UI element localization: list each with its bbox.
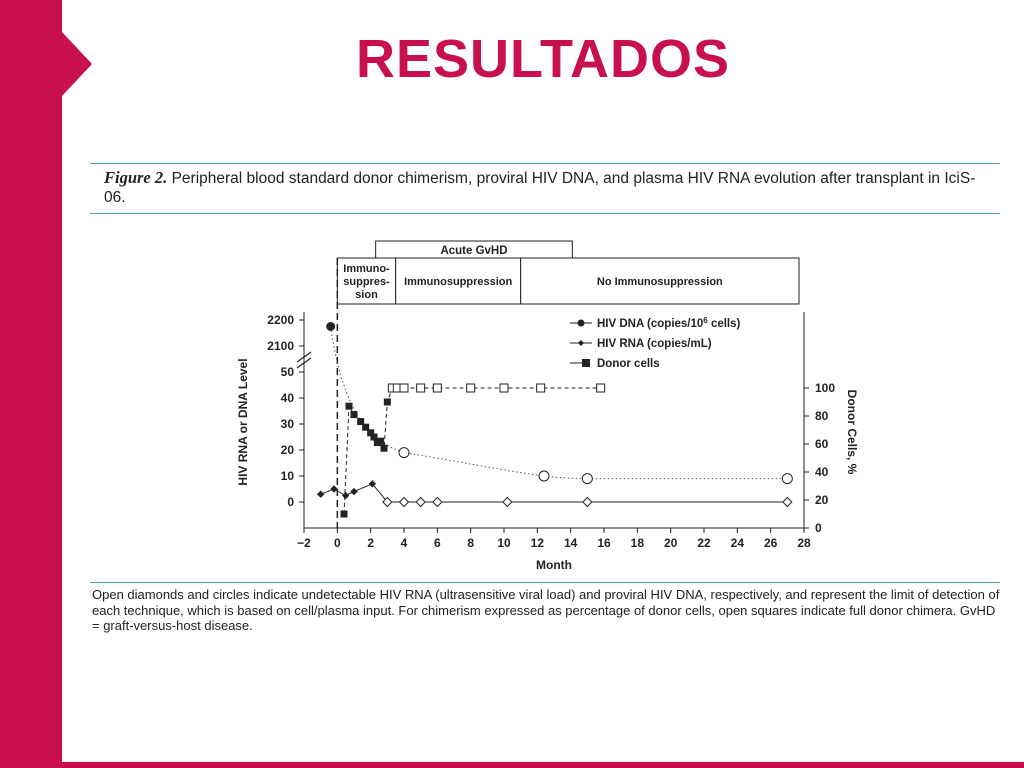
x-tick-label: 16 bbox=[597, 536, 611, 550]
acute-gvhd-label: Acute GvHD bbox=[440, 245, 507, 257]
hiv-rna-point bbox=[502, 496, 513, 508]
x-tick-label: 20 bbox=[664, 536, 678, 550]
slide-title: RESULTADOS bbox=[356, 29, 730, 89]
hiv-rna-point bbox=[341, 491, 350, 500]
hiv-rna-point bbox=[350, 487, 358, 496]
x-tick-label: 22 bbox=[697, 536, 711, 550]
hiv-rna-point bbox=[382, 496, 393, 508]
donor-cells-point bbox=[362, 423, 370, 431]
x-tick-label: 6 bbox=[434, 536, 441, 550]
hiv-rna-point bbox=[398, 496, 410, 508]
hiv-rna-point bbox=[782, 496, 793, 508]
hiv-rna-point bbox=[316, 490, 325, 498]
y2-tick-label: 40 bbox=[815, 465, 829, 479]
hiv-rna-series-line bbox=[320, 483, 788, 503]
y-tick-label: 10 bbox=[281, 469, 295, 483]
x-tick-label: −2 bbox=[297, 536, 311, 550]
x-tick-label: 4 bbox=[401, 536, 408, 550]
y-tick-label: 2100 bbox=[267, 339, 294, 353]
phase-label-3-line-1: No Immunosuppression bbox=[597, 276, 723, 288]
y-tick-label: 30 bbox=[281, 417, 295, 431]
donor-cells-point bbox=[380, 444, 388, 452]
figure-caption-text: Peripheral blood standard donor chimeris… bbox=[104, 170, 976, 206]
figure-caption: Figure 2. Peripheral blood standard dono… bbox=[104, 168, 984, 207]
hiv-dna-point bbox=[398, 447, 410, 459]
sidebar-arrow-tab bbox=[62, 32, 92, 96]
donor-cells-point bbox=[416, 383, 426, 393]
x-tick-label: 12 bbox=[531, 536, 545, 550]
y-tick-label: 0 bbox=[287, 495, 294, 509]
y2-tick-label: 20 bbox=[815, 493, 829, 507]
x-tick-label: 0 bbox=[334, 536, 341, 550]
figure-label: Figure 2. bbox=[104, 168, 168, 187]
donor-cells-point bbox=[536, 383, 546, 393]
x-tick-label: 10 bbox=[497, 536, 511, 550]
legend-diamond-marker bbox=[578, 340, 584, 346]
hiv-dna-point bbox=[538, 470, 550, 482]
bottom-accent-bar bbox=[0, 762, 1024, 768]
donor-cells-point bbox=[466, 383, 476, 393]
donor-cells-point bbox=[357, 418, 365, 426]
hiv-dna-point bbox=[581, 473, 593, 485]
donor-cells-point bbox=[596, 383, 606, 393]
hiv-rna-point bbox=[368, 480, 377, 488]
y-tick-label: 50 bbox=[281, 365, 295, 379]
phase-label-1-line-1: Immuno- bbox=[343, 263, 390, 275]
axis-break-mark-2 bbox=[296, 357, 312, 369]
donor-cells-point bbox=[383, 398, 391, 406]
footnote-top-rule bbox=[90, 582, 1000, 583]
hiv-rna-point bbox=[330, 485, 338, 493]
sidebar-accent-bar bbox=[0, 0, 62, 768]
y2-tick-label: 100 bbox=[815, 381, 835, 395]
hiv-dna-point bbox=[326, 322, 336, 331]
x-tick-label: 26 bbox=[764, 536, 778, 550]
y2-tick-label: 80 bbox=[815, 409, 829, 423]
legend-label-2: HIV RNA (copies/mL) bbox=[597, 338, 712, 350]
axis-break-mark-1 bbox=[296, 351, 312, 363]
y-tick-label: 2200 bbox=[267, 313, 294, 327]
y2-tick-label: 0 bbox=[815, 521, 822, 535]
hiv-rna-point bbox=[582, 496, 593, 508]
donor-cells-point bbox=[499, 383, 509, 393]
y2-axis-label: Donor Cells, % bbox=[845, 390, 859, 475]
phase-box-2 bbox=[395, 257, 522, 305]
legend-label-3: Donor cells bbox=[597, 358, 660, 370]
x-tick-label: 24 bbox=[731, 536, 745, 550]
x-tick-label: 28 bbox=[797, 536, 811, 550]
phase-label-1-line-2: suppres- bbox=[343, 276, 390, 288]
hiv-rna-point bbox=[432, 496, 443, 508]
x-tick-label: 8 bbox=[467, 536, 474, 550]
hiv-dna-series-line bbox=[330, 326, 788, 480]
phase-label-1-line-3: sion bbox=[355, 289, 378, 301]
figure-footnote: Open diamonds and circles indicate undet… bbox=[92, 587, 1000, 633]
y-axis-label: HIV RNA or DNA Level bbox=[236, 358, 250, 485]
phase-label-2-line-1: Immunosuppression bbox=[404, 276, 512, 288]
y-tick-label: 20 bbox=[281, 443, 295, 457]
donor-cells-point bbox=[340, 510, 348, 518]
caption-bottom-rule bbox=[90, 213, 1000, 214]
x-tick-label: 2 bbox=[367, 536, 374, 550]
x-tick-label: 18 bbox=[631, 536, 645, 550]
x-axis-label: Month bbox=[536, 558, 572, 572]
hiv-rna-point bbox=[415, 496, 426, 508]
hiv-dna-point bbox=[781, 473, 793, 485]
donor-cells-point bbox=[399, 383, 409, 393]
y2-tick-label: 60 bbox=[815, 437, 829, 451]
legend-circle-marker bbox=[577, 319, 585, 327]
donor-cells-point bbox=[432, 383, 442, 393]
y-tick-label: 40 bbox=[281, 391, 295, 405]
donor-cells-point bbox=[377, 437, 385, 445]
legend-square-marker bbox=[582, 359, 590, 367]
donor-cells-point bbox=[345, 402, 353, 410]
x-tick-label: 14 bbox=[564, 536, 578, 550]
caption-top-rule bbox=[90, 163, 1000, 164]
donor-cells-point bbox=[350, 411, 358, 419]
phase-box-3 bbox=[520, 257, 800, 305]
legend-label-1: HIV DNA (copies/106 cells) bbox=[597, 316, 741, 331]
